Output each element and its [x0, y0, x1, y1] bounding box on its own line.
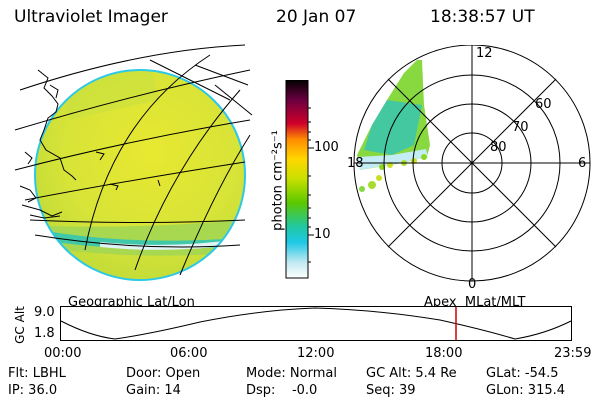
colorbar-tick-10: 10 — [314, 227, 331, 242]
lat-label-70: 70 — [512, 120, 529, 135]
glon-readout: GLon: 315.4 — [486, 383, 566, 398]
ip-readout: IP: 36.0 — [8, 383, 58, 398]
instrument-title: Ultraviolet Imager — [14, 7, 168, 27]
gc-alt-readout: GC Alt: 5.4 Re — [366, 366, 457, 381]
auroral-image — [357, 60, 430, 192]
dsp-readout: Dsp: -0.0 — [246, 383, 318, 398]
mlt-label-18: 18 — [347, 156, 364, 171]
date-label: 20 Jan 07 — [276, 7, 357, 27]
colorbar — [285, 80, 314, 279]
timeline-xtick-2359: 23:59 — [554, 346, 592, 361]
timeline-frame — [60, 306, 572, 341]
filter-readout: Flt: LBHL — [8, 366, 66, 381]
lat-label-80: 80 — [490, 140, 507, 155]
globe-limb — [34, 69, 246, 281]
mlt-label-12: 12 — [476, 46, 493, 61]
timeline-ytick-9: 9.0 — [34, 305, 55, 320]
colorbar-gradient — [285, 80, 309, 279]
geographic-globe-image — [14, 44, 253, 281]
mlt-label-6: 6 — [578, 156, 587, 171]
mode-readout: Mode: Normal — [246, 366, 337, 381]
glat-readout: GLat: -54.5 — [486, 366, 559, 381]
timeline-ytick-1-8: 1.8 — [34, 326, 55, 341]
polar-mlt-plot — [353, 45, 591, 282]
timeline-ylabel: GC Alt — [13, 306, 27, 344]
seq-readout: Seq: 39 — [366, 383, 416, 398]
gain-readout: Gain: 14 — [126, 383, 181, 398]
coastlines — [19, 69, 161, 219]
orbit-timeline — [60, 306, 572, 341]
mlt-label-0: 0 — [468, 277, 477, 292]
lat-label-60: 60 — [535, 97, 552, 112]
altitude-curve — [60, 307, 572, 340]
timeline-xtick-1200: 12:00 — [297, 346, 335, 361]
door-readout: Door: Open — [126, 366, 201, 381]
colorbar-label: photon cm⁻²s⁻¹ — [270, 130, 286, 231]
timeline-xtick-1800: 18:00 — [425, 346, 463, 361]
colorbar-tick-100: 100 — [314, 140, 339, 155]
timeline-xtick-0600: 06:00 — [170, 346, 208, 361]
timeline-xtick-0000: 00:00 — [44, 346, 82, 361]
time-label: 18:38:57 UT — [430, 7, 535, 27]
